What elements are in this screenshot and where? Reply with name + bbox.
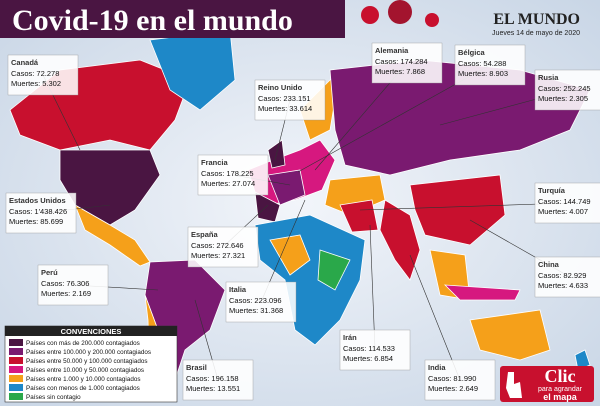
button-main[interactable]: Clic bbox=[545, 366, 576, 386]
brand: EL MUNDO bbox=[493, 11, 580, 28]
cases: Casos: 1'438.426 bbox=[9, 207, 67, 216]
legend-label: Países entre 10.000 y 50.000 contagiados bbox=[26, 367, 144, 374]
deaths: Muertes: 13.551 bbox=[186, 384, 240, 393]
date: Jueves 14 de mayo de 2020 bbox=[492, 30, 580, 37]
button-line1[interactable]: para agrandar bbox=[538, 386, 583, 393]
label-box bbox=[534, 69, 600, 111]
deaths: Muertes: 4.633 bbox=[538, 281, 588, 290]
deaths: Muertes: 31.368 bbox=[229, 306, 283, 315]
legend-header bbox=[5, 326, 177, 336]
label-box bbox=[197, 154, 269, 196]
label-box bbox=[371, 42, 443, 84]
deaths: Muertes: 27.074 bbox=[201, 179, 255, 188]
cases: Casos: 233.151 bbox=[258, 94, 311, 103]
virus-icon bbox=[425, 13, 439, 27]
label-box bbox=[7, 54, 79, 96]
deaths: Muertes: 5.302 bbox=[11, 79, 61, 88]
cases: Casos: 144.749 bbox=[538, 197, 591, 206]
legend-swatch bbox=[9, 393, 23, 400]
label-box bbox=[339, 329, 411, 371]
title-banner: Covid-19 en el mundo bbox=[0, 0, 439, 38]
label-box bbox=[5, 192, 77, 234]
cases: Casos: 174.284 bbox=[375, 57, 428, 66]
button-line2[interactable]: el mapa bbox=[543, 392, 578, 402]
deaths: Muertes: 2.305 bbox=[538, 94, 588, 103]
country-name: España bbox=[191, 230, 219, 239]
country-name: Brasil bbox=[186, 363, 207, 372]
country-name: Turquía bbox=[538, 186, 566, 195]
cases: Casos: 178.225 bbox=[201, 169, 254, 178]
country-name: China bbox=[538, 260, 560, 269]
country-name: Francia bbox=[201, 158, 229, 167]
virus-icon bbox=[361, 6, 379, 24]
country-name: Canadá bbox=[11, 58, 39, 67]
legend-label: Países entre 100.000 y 200.000 contagiad… bbox=[26, 349, 151, 356]
legend-title: CONVENCIONES bbox=[61, 327, 122, 336]
label-box bbox=[187, 226, 259, 268]
hand-icon[interactable] bbox=[506, 372, 522, 398]
deaths: Muertes: 2.169 bbox=[41, 289, 91, 298]
country-name: Bélgica bbox=[458, 48, 486, 57]
legend-label: Países con menos de 1.000 contagiados bbox=[26, 385, 140, 392]
cases: Casos: 82.929 bbox=[538, 271, 586, 280]
country-name: India bbox=[428, 363, 446, 372]
label-box bbox=[534, 182, 600, 224]
cases: Casos: 81.990 bbox=[428, 374, 476, 383]
virus-icon bbox=[388, 0, 412, 24]
cases: Casos: 54.288 bbox=[458, 59, 506, 68]
leader-line bbox=[369, 224, 376, 351]
deaths: Muertes: 2.649 bbox=[428, 384, 478, 393]
cases: Casos: 272.646 bbox=[191, 241, 244, 250]
legend-label: Países con más de 200.000 contagiados bbox=[26, 340, 140, 347]
cases: Casos: 72.278 bbox=[11, 69, 59, 78]
deaths: Muertes: 4.007 bbox=[538, 207, 588, 216]
country-name: Perú bbox=[41, 268, 58, 277]
label-box bbox=[454, 44, 526, 86]
legend-swatch bbox=[9, 384, 23, 391]
deaths: Muertes: 85.699 bbox=[9, 217, 63, 226]
cases: Casos: 196.158 bbox=[186, 374, 239, 383]
deaths: Muertes: 33.614 bbox=[258, 104, 312, 113]
country-name: Rusia bbox=[538, 73, 559, 82]
banner bbox=[0, 0, 345, 38]
country-name: Alemania bbox=[375, 46, 409, 55]
cases: Casos: 76.306 bbox=[41, 279, 89, 288]
country-name: Reino Unido bbox=[258, 83, 303, 92]
legend-label: Países sin contagio bbox=[26, 394, 81, 401]
legend-swatch bbox=[9, 348, 23, 355]
leader-line bbox=[409, 254, 461, 381]
legend-label: Países entre 50.000 y 100.000 contagiado… bbox=[26, 358, 147, 365]
legend-swatch bbox=[9, 375, 23, 382]
deaths: Muertes: 8.903 bbox=[458, 69, 508, 78]
cases: Casos: 252.245 bbox=[538, 84, 591, 93]
label-box bbox=[534, 256, 600, 298]
label-box bbox=[424, 359, 496, 401]
legend-swatch bbox=[9, 366, 23, 373]
label-box bbox=[37, 264, 109, 306]
clic-button[interactable]: Clic para agrandar el mapa bbox=[500, 366, 594, 402]
legend: CONVENCIONES Países con más de 200.000 c… bbox=[4, 325, 178, 403]
cases: Casos: 223.096 bbox=[229, 296, 282, 305]
deaths: Muertes: 7.868 bbox=[375, 67, 425, 76]
title: Covid-19 en el mundo bbox=[12, 4, 293, 37]
legend-swatch bbox=[9, 339, 23, 346]
label-box bbox=[182, 359, 254, 401]
legend-label: Países entre 1.000 y 10.000 contagiados bbox=[26, 376, 140, 383]
legend-swatch bbox=[9, 357, 23, 364]
cases: Casos: 114.533 bbox=[343, 344, 395, 353]
country-name: Italia bbox=[229, 285, 247, 294]
button-bg[interactable] bbox=[500, 366, 594, 402]
deaths: Muertes: 6.854 bbox=[343, 354, 393, 363]
country-name: Estados Unidos bbox=[9, 196, 66, 205]
country-name: Irán bbox=[343, 333, 357, 342]
deaths: Muertes: 27.321 bbox=[191, 251, 245, 260]
label-box bbox=[225, 281, 297, 323]
label-box bbox=[254, 79, 326, 121]
continents bbox=[9, 29, 591, 396]
